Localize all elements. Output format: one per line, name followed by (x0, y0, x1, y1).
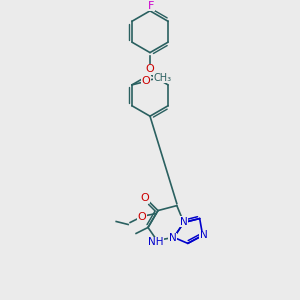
Text: N: N (180, 217, 188, 226)
Text: NH: NH (148, 237, 164, 248)
Text: CH₃: CH₃ (154, 73, 172, 83)
Text: F: F (148, 1, 154, 11)
Text: N: N (200, 230, 208, 240)
Text: O: O (141, 193, 149, 203)
Text: O: O (138, 212, 146, 221)
Text: O: O (146, 64, 154, 74)
Text: N: N (169, 233, 177, 243)
Text: O: O (142, 76, 150, 86)
